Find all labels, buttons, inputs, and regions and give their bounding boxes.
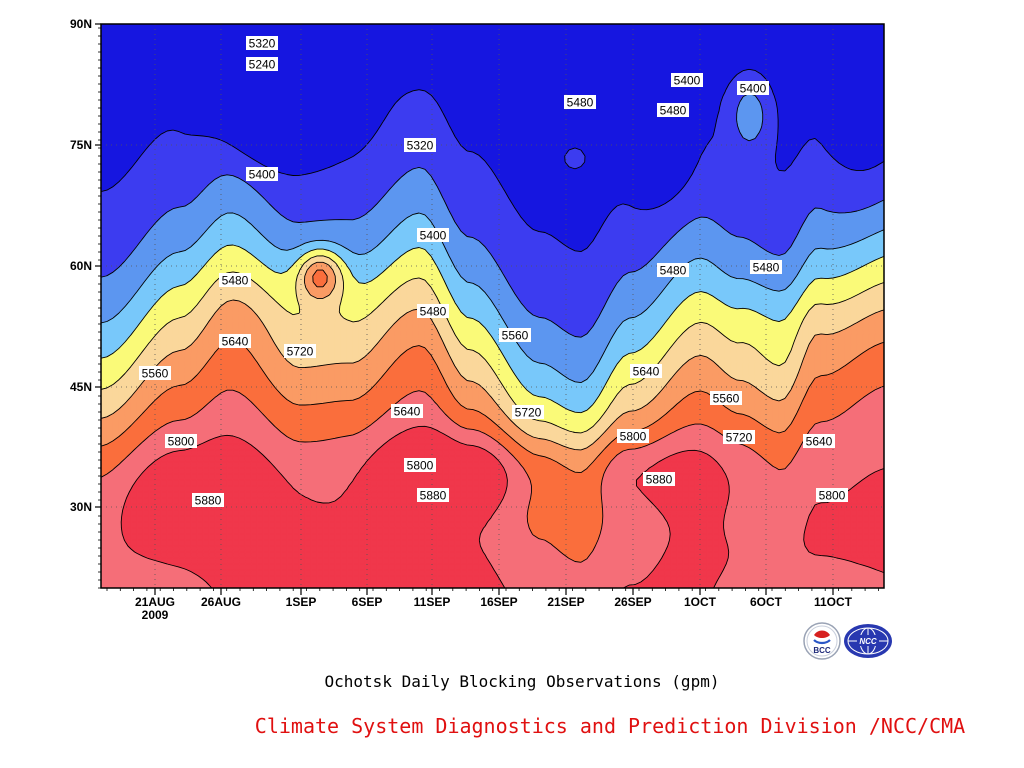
contour-label: 5880 xyxy=(192,493,224,508)
contour-label-text: 5400 xyxy=(420,229,447,243)
contour-label: 5720 xyxy=(512,405,544,420)
contour-label: 5400 xyxy=(737,81,769,96)
contour-label-text: 5720 xyxy=(515,406,542,420)
x-tick-label: 11SEP xyxy=(414,595,451,609)
bcc-logo-text: BCC xyxy=(813,646,831,655)
x-year-label: 2009 xyxy=(142,608,169,622)
ncc-logo-text: NCC xyxy=(859,637,877,646)
bcc-logo: BCC xyxy=(804,623,840,659)
y-tick-label: 60N xyxy=(70,259,92,273)
contour-label: 5720 xyxy=(284,344,316,359)
contour-label-text: 5320 xyxy=(249,37,276,51)
contour-label-text: 5480 xyxy=(420,305,447,319)
x-tick-label: 6OCT xyxy=(750,595,783,609)
contour-label-text: 5400 xyxy=(674,74,701,88)
contour-label-text: 5480 xyxy=(567,96,594,110)
credit-text: Climate System Diagnostics and Predictio… xyxy=(0,714,1024,738)
contour-label: 5560 xyxy=(710,391,742,406)
ncc-logo: NCC xyxy=(844,624,892,658)
chart-title: Ochotsk Daily Blocking Observations (gpm… xyxy=(0,672,1024,691)
x-tick-label: 1OCT xyxy=(684,595,717,609)
contour-label: 5880 xyxy=(417,488,449,503)
contour-label: 5640 xyxy=(630,364,662,379)
contour-label: 5480 xyxy=(750,260,782,275)
contour-label: 5640 xyxy=(219,334,251,349)
contour-label: 5480 xyxy=(657,103,689,118)
x-tick-label: 21AUG xyxy=(135,595,175,609)
contour-label: 5480 xyxy=(564,95,596,110)
contour-label-text: 5560 xyxy=(142,367,169,381)
x-tick-label: 16SEP xyxy=(480,595,517,609)
contour-label-text: 5400 xyxy=(249,168,276,182)
contour-label: 5320 xyxy=(246,36,278,51)
contour-label: 5640 xyxy=(391,404,423,419)
contour-label-text: 5880 xyxy=(195,494,222,508)
x-tick-label: 21SEP xyxy=(547,595,584,609)
contour-label-text: 5560 xyxy=(713,392,740,406)
x-axis: 21AUG 26AUG 1SEP 6SEP 11SEP 16SEP 21SEP 26SEP 1O… xyxy=(107,588,878,622)
x-tick-label: 26SEP xyxy=(614,595,651,609)
contour-label-text: 5640 xyxy=(806,435,833,449)
x-tick-label: 6SEP xyxy=(352,595,383,609)
x-tick-label: 1SEP xyxy=(286,595,317,609)
contour-label-text: 5320 xyxy=(407,139,434,153)
contour-label-text: 5800 xyxy=(407,459,434,473)
y-axis: 30N 45N 60N 75N 90N xyxy=(70,17,101,588)
contour-label: 5400 xyxy=(246,167,278,182)
contour-label-text: 5640 xyxy=(633,365,660,379)
contour-label: 5560 xyxy=(139,366,171,381)
contour-label: 5880 xyxy=(643,472,675,487)
contour-label: 5800 xyxy=(404,458,436,473)
contour-label-text: 5640 xyxy=(394,405,421,419)
contour-label-text: 5720 xyxy=(287,345,314,359)
contour-label: 5400 xyxy=(671,73,703,88)
y-tick-label: 30N xyxy=(70,500,92,514)
contour-label-text: 5480 xyxy=(660,264,687,278)
contour-label-text: 5640 xyxy=(222,335,249,349)
contour-label-text: 5480 xyxy=(753,261,780,275)
contour-label-text: 5240 xyxy=(249,58,276,72)
x-tick-label: 11OCT xyxy=(814,595,853,609)
contour-label-text: 5720 xyxy=(726,431,753,445)
contour-label: 5800 xyxy=(816,488,848,503)
contour-chart: 5320 5240 5320 5400 5400 5480 5400 5480 5400 5480… xyxy=(0,0,1024,660)
contour-label-text: 5560 xyxy=(502,329,529,343)
contour-label: 5320 xyxy=(404,138,436,153)
contour-label-text: 5880 xyxy=(646,473,673,487)
y-tick-label: 45N xyxy=(70,380,92,394)
contour-label: 5560 xyxy=(499,328,531,343)
contour-label-text: 5800 xyxy=(819,489,846,503)
contour-label: 5800 xyxy=(617,429,649,444)
y-tick-label: 75N xyxy=(70,138,92,152)
contour-label-text: 5800 xyxy=(168,435,195,449)
contour-label-text: 5800 xyxy=(620,430,647,444)
contour-label: 5800 xyxy=(165,434,197,449)
contour-label: 5480 xyxy=(657,263,689,278)
contour-label-text: 5480 xyxy=(660,104,687,118)
x-tick-label: 26AUG xyxy=(201,595,241,609)
contour-label: 5240 xyxy=(246,57,278,72)
y-tick-label: 90N xyxy=(70,17,92,31)
contour-label: 5720 xyxy=(723,430,755,445)
contour-label: 5480 xyxy=(219,273,251,288)
contour-label-text: 5400 xyxy=(740,82,767,96)
contour-label: 5640 xyxy=(803,434,835,449)
contour-label-text: 5480 xyxy=(222,274,249,288)
contour-label: 5480 xyxy=(417,304,449,319)
contour-label-text: 5880 xyxy=(420,489,447,503)
contour-label: 5400 xyxy=(417,228,449,243)
